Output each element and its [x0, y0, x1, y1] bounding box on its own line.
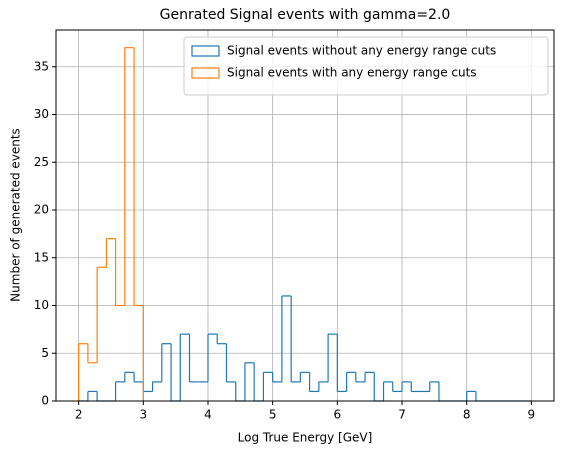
- y-tick-label: 0: [41, 394, 49, 408]
- x-tick-label: 5: [269, 408, 277, 422]
- y-tick-label: 25: [34, 155, 49, 169]
- legend-box: [183, 36, 549, 96]
- y-tick-label: 15: [34, 250, 49, 264]
- y-tick-label: 10: [34, 298, 49, 312]
- y-tick-label: 30: [34, 107, 49, 121]
- x-tick-label: 9: [528, 408, 536, 422]
- y-tick-label: 35: [34, 59, 49, 73]
- legend-label: Signal events without any energy range c…: [227, 44, 496, 58]
- x-axis-label: Log True Energy [GeV]: [238, 431, 373, 445]
- x-tick-label: 2: [75, 408, 83, 422]
- y-tick-label: 5: [41, 346, 49, 360]
- y-tick-label: 20: [34, 203, 49, 217]
- plot-frame: [55, 29, 555, 402]
- chart-title: Genrated Signal events with gamma=2.0: [160, 7, 451, 23]
- x-tick-label: 7: [398, 408, 406, 422]
- x-tick-label: 3: [139, 408, 147, 422]
- legend-swatch: [191, 67, 220, 79]
- legend-swatch: [191, 45, 220, 57]
- x-tick-label: 6: [334, 408, 342, 422]
- y-axis-label: Number of generated events: [9, 128, 23, 302]
- x-tick-label: 4: [204, 408, 212, 422]
- legend-label: Signal events with any energy range cuts: [227, 66, 477, 80]
- x-tick-label: 8: [463, 408, 471, 422]
